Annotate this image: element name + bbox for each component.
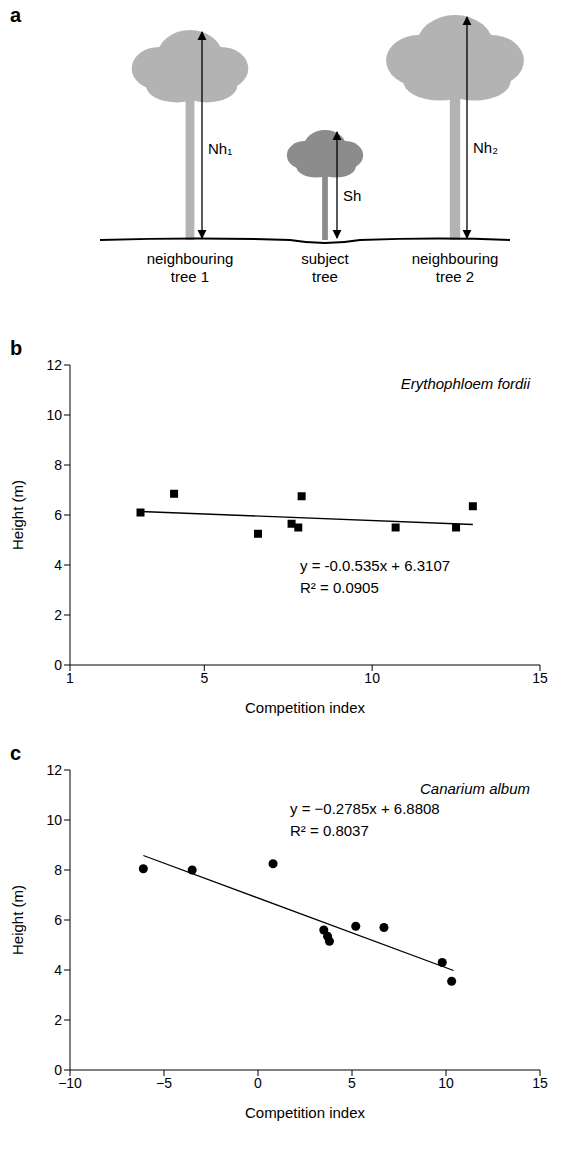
svg-text:10: 10	[364, 670, 380, 686]
svg-text:8: 8	[54, 862, 62, 878]
html-text:Canarium album: Canarium album	[420, 780, 530, 797]
svg-text:Competition index: Competition index	[245, 699, 366, 716]
svg-text:0: 0	[254, 1075, 262, 1091]
html-text:Erythophloem fordii: Erythophloem fordii	[400, 375, 530, 392]
html-text:R² = 0.8037: R² = 0.8037	[290, 822, 369, 839]
svg-text:6: 6	[54, 912, 62, 928]
svg-text:Height (m): Height (m)	[9, 480, 26, 550]
svg-text:10: 10	[438, 1075, 454, 1091]
svg-text:Nh₂: Nh₂	[473, 139, 498, 156]
svg-text:1: 1	[66, 670, 74, 686]
svg-text:tree 2: tree 2	[436, 268, 474, 285]
svg-text:−5: −5	[156, 1075, 172, 1091]
svg-text:0: 0	[54, 657, 62, 673]
svg-text:subject: subject	[301, 250, 349, 267]
svg-text:4: 4	[54, 557, 62, 573]
html-text:y = −0.2785x + 6.8808: y = −0.2785x + 6.8808	[290, 800, 440, 817]
html-text:b: b	[10, 337, 23, 359]
svg-text:0: 0	[54, 1062, 62, 1078]
svg-text:12: 12	[46, 357, 62, 373]
svg-text:10: 10	[46, 812, 62, 828]
svg-text:12: 12	[46, 762, 62, 778]
svg-text:Height (m): Height (m)	[9, 885, 26, 955]
svg-text:tree 1: tree 1	[171, 268, 209, 285]
svg-text:5: 5	[200, 670, 208, 686]
svg-text:4: 4	[54, 962, 62, 978]
svg-text:Sh: Sh	[343, 187, 361, 204]
html-text:c: c	[10, 742, 22, 764]
svg-text:15: 15	[532, 1075, 548, 1091]
svg-text:15: 15	[532, 670, 548, 686]
svg-text:neighbouring: neighbouring	[412, 250, 499, 267]
html-text:y = -0.0.535x + 6.3107: y = -0.0.535x + 6.3107	[300, 557, 451, 574]
svg-text:6: 6	[54, 507, 62, 523]
svg-text:10: 10	[46, 407, 62, 423]
svg-text:Nh₁: Nh₁	[208, 140, 232, 157]
svg-text:tree: tree	[312, 268, 338, 285]
svg-text:8: 8	[54, 457, 62, 473]
svg-text:a: a	[10, 4, 22, 26]
svg-text:−10: −10	[58, 1074, 82, 1091]
svg-text:2: 2	[54, 1012, 62, 1028]
svg-text:neighbouring: neighbouring	[147, 250, 234, 267]
svg-text:5: 5	[348, 1075, 356, 1091]
svg-text:2: 2	[54, 607, 62, 623]
html-text:R² = 0.0905: R² = 0.0905	[300, 579, 379, 596]
svg-text:Competition index: Competition index	[245, 1104, 366, 1121]
